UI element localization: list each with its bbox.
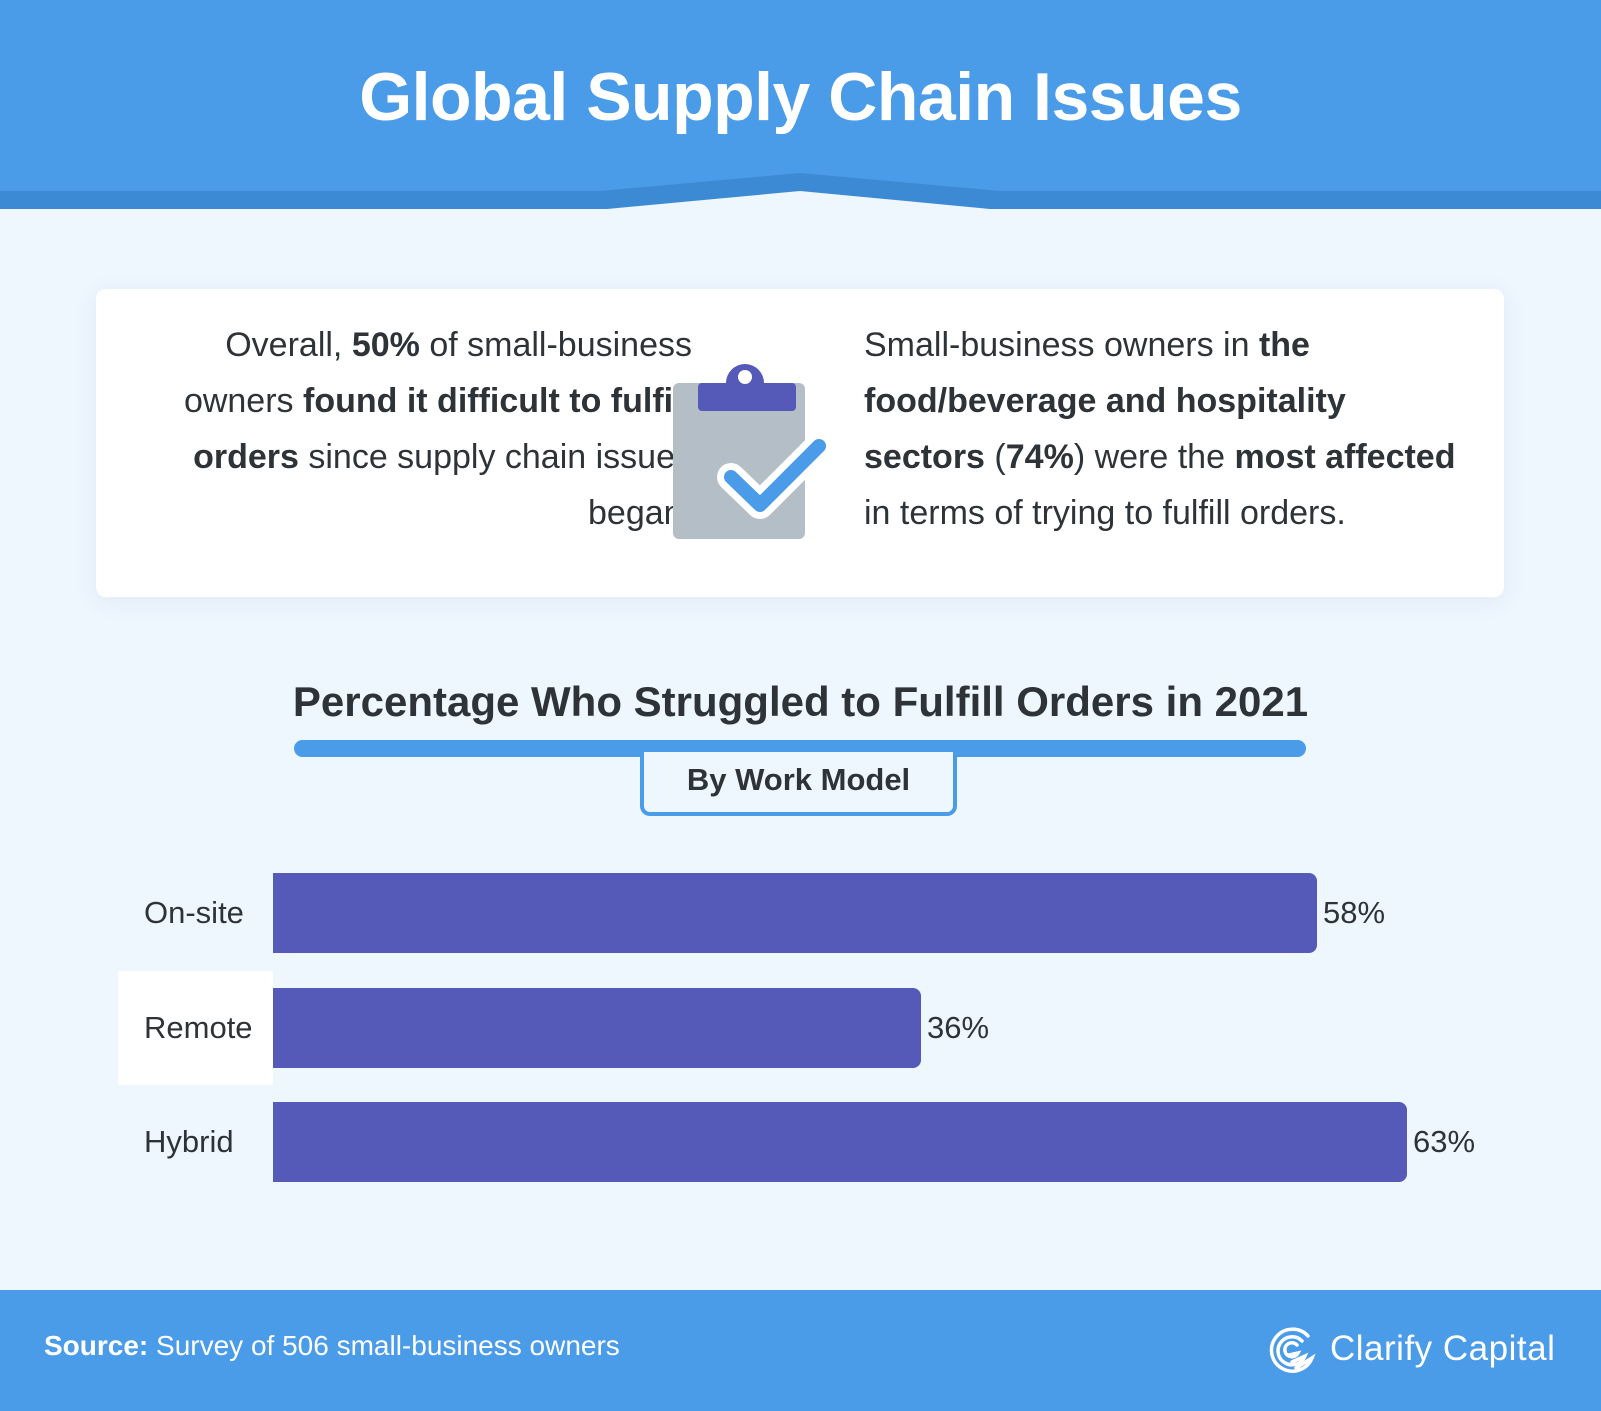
clipboard-check-icon xyxy=(673,364,831,539)
value-label: 36% xyxy=(927,1010,990,1045)
value-label: 58% xyxy=(1323,895,1386,930)
brand-logo: Clarify Capital xyxy=(1268,1324,1555,1374)
value-label: 63% xyxy=(1413,1124,1476,1159)
header-background xyxy=(0,0,1601,210)
bar-on-site xyxy=(273,873,1317,953)
source-note: Source: Survey of 506 small-business own… xyxy=(44,1330,620,1361)
summary-card: Overall, 50% of small-business owners fo… xyxy=(96,289,1504,597)
chart-title: Percentage Who Struggled to Fulfill Orde… xyxy=(292,678,1309,725)
overall-stat-text: Overall, 50% of small-business owners fo… xyxy=(183,326,692,532)
page-title: Global Supply Chain Issues xyxy=(359,59,1242,135)
bar-remote xyxy=(273,988,921,1068)
chart-subtitle: By Work Model xyxy=(640,752,957,816)
title-underline xyxy=(294,740,1306,757)
bar-hybrid xyxy=(273,1102,1407,1182)
category-label: Hybrid xyxy=(144,1124,234,1159)
sector-stat-text: Small-business owners in the food/bevera… xyxy=(864,326,1456,532)
clarify-logo-icon xyxy=(1269,1327,1316,1373)
category-label: On-site xyxy=(144,895,244,930)
category-label: Remote xyxy=(118,971,273,1085)
footer: Source: Survey of 506 small-business own… xyxy=(0,1290,1601,1411)
brand-name: Clarify Capital xyxy=(1330,1329,1556,1368)
header-banner: Global Supply Chain Issues xyxy=(0,0,1601,210)
